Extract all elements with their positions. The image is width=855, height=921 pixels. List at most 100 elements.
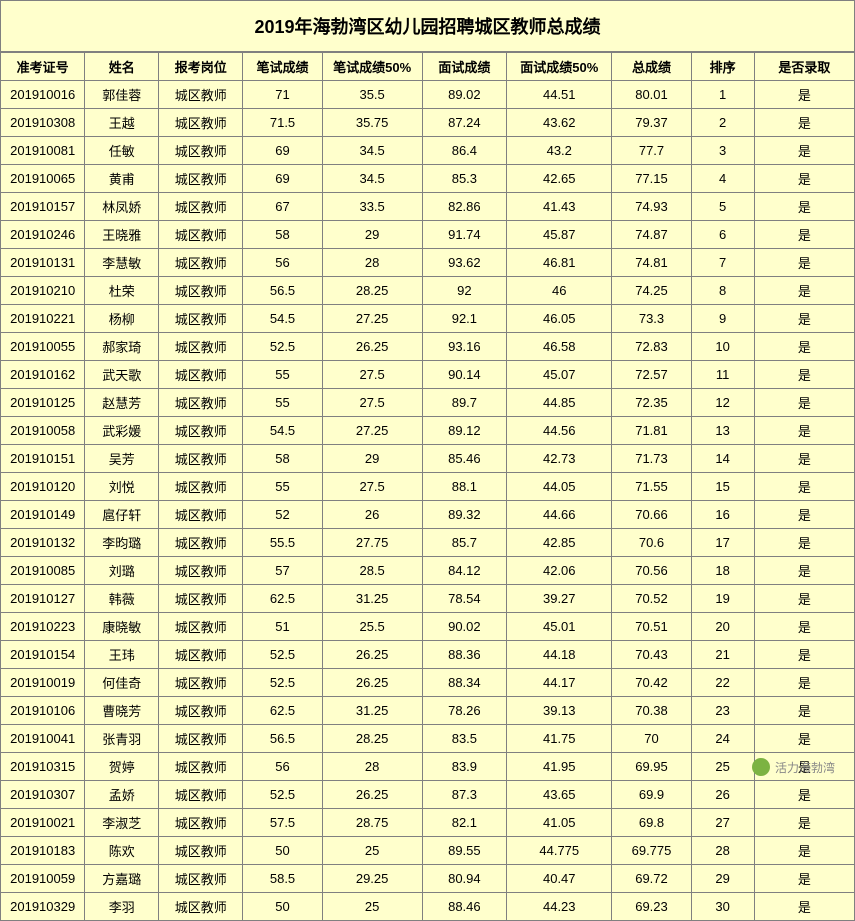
table-cell: 29 [322, 445, 422, 473]
table-cell: 69.23 [612, 893, 691, 921]
table-cell: 44.05 [507, 473, 612, 501]
table-cell: 52.5 [243, 333, 322, 361]
table-cell: 44.23 [507, 893, 612, 921]
table-cell: 是 [754, 865, 854, 893]
table-cell: 69.8 [612, 809, 691, 837]
table-cell: 41.43 [507, 193, 612, 221]
table-cell: 87.24 [422, 109, 506, 137]
table-cell: 201910157 [1, 193, 85, 221]
table-cell: 44.85 [507, 389, 612, 417]
table-cell: 刘璐 [85, 557, 159, 585]
table-row: 201910210杜荣城区教师56.528.25924674.258是 [1, 277, 855, 305]
table-cell: 城区教师 [159, 473, 243, 501]
table-cell: 62.5 [243, 697, 322, 725]
table-cell: 是 [754, 109, 854, 137]
table-cell: 93.16 [422, 333, 506, 361]
table-cell: 郝家琦 [85, 333, 159, 361]
table-cell: 201910329 [1, 893, 85, 921]
table-cell: 27.5 [322, 361, 422, 389]
table-cell: 28.25 [322, 725, 422, 753]
table-cell: 12 [691, 389, 754, 417]
table-cell: 93.62 [422, 249, 506, 277]
table-cell: 71.5 [243, 109, 322, 137]
table-cell: 69.95 [612, 753, 691, 781]
table-row: 201910221杨柳城区教师54.527.2592.146.0573.39是 [1, 305, 855, 333]
table-cell: 是 [754, 893, 854, 921]
table-cell: 1 [691, 81, 754, 109]
table-cell: 王越 [85, 109, 159, 137]
table-cell: 74.25 [612, 277, 691, 305]
table-cell: 50 [243, 893, 322, 921]
table-row: 201910307孟娇城区教师52.526.2587.343.6569.926是 [1, 781, 855, 809]
table-cell: 84.12 [422, 557, 506, 585]
table-cell: 城区教师 [159, 781, 243, 809]
column-header: 总成绩 [612, 53, 691, 81]
table-cell: 20 [691, 613, 754, 641]
table-cell: 70.51 [612, 613, 691, 641]
table-cell: 3 [691, 137, 754, 165]
table-cell: 陈欢 [85, 837, 159, 865]
table-row: 201910021李淑芝城区教师57.528.7582.141.0569.827… [1, 809, 855, 837]
table-cell: 城区教师 [159, 753, 243, 781]
table-cell: 6 [691, 221, 754, 249]
table-cell: 201910149 [1, 501, 85, 529]
table-cell: 9 [691, 305, 754, 333]
table-cell: 70.66 [612, 501, 691, 529]
table-cell: 吴芳 [85, 445, 159, 473]
table-cell: 30 [691, 893, 754, 921]
table-cell: 56.5 [243, 277, 322, 305]
table-row: 201910125赵慧芳城区教师5527.589.744.8572.3512是 [1, 389, 855, 417]
table-cell: 42.73 [507, 445, 612, 473]
table-cell: 10 [691, 333, 754, 361]
table-cell: 是 [754, 137, 854, 165]
table-cell: 张青羽 [85, 725, 159, 753]
table-row: 201910183陈欢城区教师502589.5544.77569.77528是 [1, 837, 855, 865]
table-cell: 是 [754, 809, 854, 837]
table-cell: 28 [322, 753, 422, 781]
table-cell: 是 [754, 613, 854, 641]
table-cell: 40.47 [507, 865, 612, 893]
table-row: 201910162武天歌城区教师5527.590.1445.0772.5711是 [1, 361, 855, 389]
table-cell: 58 [243, 221, 322, 249]
table-cell: 是 [754, 361, 854, 389]
table-cell: 57 [243, 557, 322, 585]
table-row: 201910120刘悦城区教师5527.588.144.0571.5515是 [1, 473, 855, 501]
table-cell: 郭佳蓉 [85, 81, 159, 109]
table-cell: 是 [754, 669, 854, 697]
table-cell: 43.2 [507, 137, 612, 165]
table-cell: 城区教师 [159, 585, 243, 613]
results-container: 2019年海勃湾区幼儿园招聘城区教师总成绩 准考证号姓名报考岗位笔试成绩笔试成绩… [0, 0, 855, 921]
table-cell: 城区教师 [159, 557, 243, 585]
table-cell: 74.93 [612, 193, 691, 221]
table-cell: 城区教师 [159, 109, 243, 137]
table-cell: 王晓雅 [85, 221, 159, 249]
table-cell: 42.65 [507, 165, 612, 193]
table-cell: 韩薇 [85, 585, 159, 613]
table-cell: 城区教师 [159, 893, 243, 921]
table-cell: 武彩媛 [85, 417, 159, 445]
table-cell: 83.9 [422, 753, 506, 781]
table-cell: 88.36 [422, 641, 506, 669]
table-row: 201910106曹晓芳城区教师62.531.2578.2639.1370.38… [1, 697, 855, 725]
table-cell: 是 [754, 557, 854, 585]
table-cell: 201910055 [1, 333, 85, 361]
table-cell: 70.43 [612, 641, 691, 669]
table-cell: 是 [754, 445, 854, 473]
table-cell: 42.85 [507, 529, 612, 557]
table-cell: 城区教师 [159, 613, 243, 641]
table-cell: 62.5 [243, 585, 322, 613]
table-cell: 71 [243, 81, 322, 109]
table-cell: 扈仔轩 [85, 501, 159, 529]
column-header: 面试成绩 [422, 53, 506, 81]
table-row: 201910246王晓雅城区教师582991.7445.8774.876是 [1, 221, 855, 249]
table-cell: 27.75 [322, 529, 422, 557]
watermark-text: 活力海勃湾 [775, 759, 835, 776]
table-cell: 25 [691, 753, 754, 781]
table-cell: 22 [691, 669, 754, 697]
table-cell: 35.5 [322, 81, 422, 109]
table-cell: 21 [691, 641, 754, 669]
table-cell: 城区教师 [159, 865, 243, 893]
table-cell: 城区教师 [159, 165, 243, 193]
table-cell: 56.5 [243, 725, 322, 753]
table-cell: 88.1 [422, 473, 506, 501]
